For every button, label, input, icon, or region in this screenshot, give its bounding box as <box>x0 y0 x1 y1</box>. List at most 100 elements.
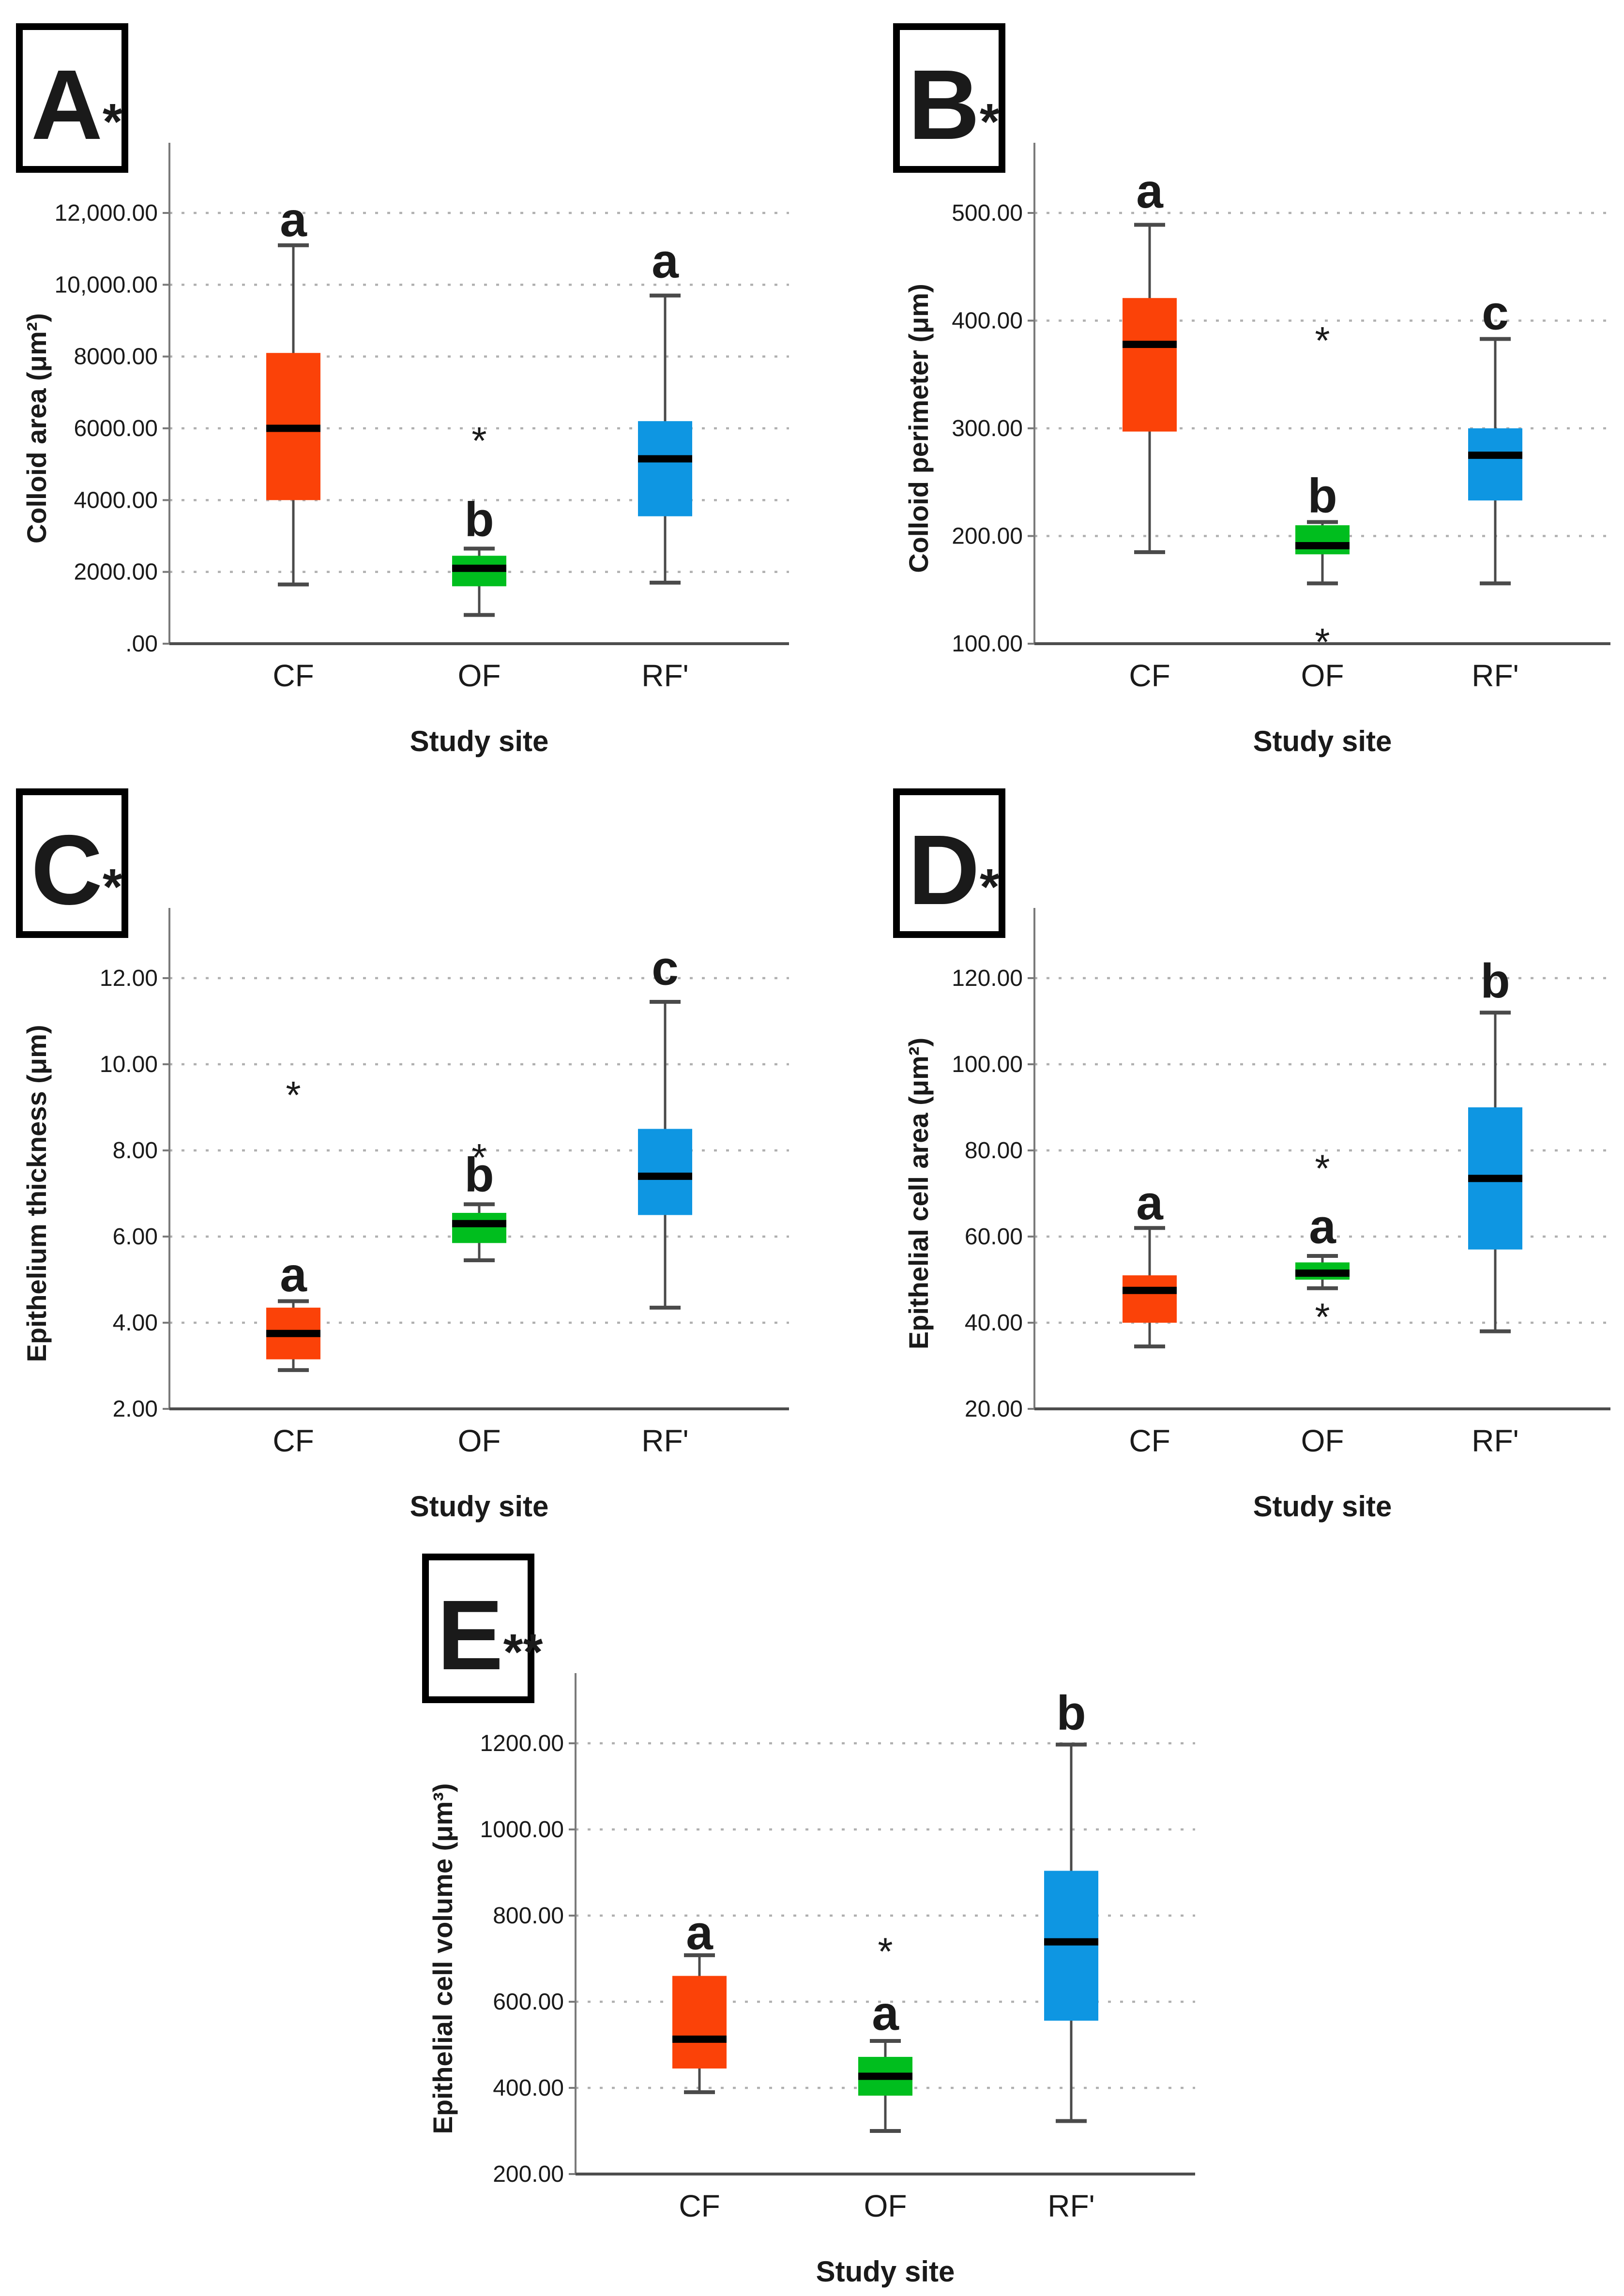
significance-letter-of: b <box>1307 469 1337 523</box>
y-tick-label: 8000.00 <box>74 344 158 370</box>
panel-label-box <box>16 788 128 938</box>
x-tick-label-rf: RF' <box>1047 2189 1095 2223</box>
significance-letter-of: b <box>464 493 494 547</box>
y-tick-label: 20.00 <box>965 1396 1023 1422</box>
significance-letter-cf: a <box>280 193 307 247</box>
boxplot-chart-e: 200.00 400.00 600.00 800.00 1000.00 1200.00 Ep… <box>406 1530 1218 2296</box>
x-tick-label-cf: CF <box>679 2189 720 2223</box>
significance-letter-rf: c <box>652 941 679 995</box>
boxplot-chart-a: .00 2000.00 4000.00 6000.00 8000.00 10,000.00… <box>0 0 812 765</box>
x-tick-label-of: OF <box>864 2189 907 2223</box>
x-axis-title: Study site <box>410 1490 549 1523</box>
x-tick-label-rf: RF' <box>641 1423 689 1458</box>
y-axis-title: Epithelium thickness (μm) <box>21 1025 52 1362</box>
y-tick-label: 1000.00 <box>480 1817 564 1843</box>
significance-letter-cf: a <box>686 1905 713 1960</box>
box-of <box>1295 525 1350 555</box>
y-tick-label: 6000.00 <box>74 416 158 441</box>
boxplot-chart-b: 100.00 200.00 300.00 400.00 500.00 Colloid pe… <box>812 0 1624 765</box>
x-tick-label-cf: CF <box>273 1423 314 1458</box>
y-tick-label: 8.00 <box>113 1138 158 1163</box>
y-tick-label: 60.00 <box>965 1224 1023 1250</box>
x-tick-label-rf: RF' <box>1472 658 1519 693</box>
panel-letter: E** <box>437 1580 543 1691</box>
outlier-asterisk-of: * <box>1315 620 1330 664</box>
box-cf <box>1123 298 1177 432</box>
box-rf <box>1044 1871 1098 2021</box>
x-tick-label-of: OF <box>458 658 501 693</box>
outlier-asterisk-of: * <box>1315 1295 1330 1338</box>
y-tick-label: 500.00 <box>952 200 1023 226</box>
panel-background <box>0 0 812 765</box>
x-tick-label-of: OF <box>1301 1423 1344 1458</box>
significance-letter-of: b <box>464 1148 494 1202</box>
y-axis-title: Colloid area (μm²) <box>21 313 52 544</box>
x-axis-title: Study site <box>816 2255 955 2288</box>
outlier-asterisk-of: * <box>1315 1147 1330 1190</box>
y-tick-label: 400.00 <box>493 2075 564 2101</box>
boxplot-chart-d: 20.00 40.00 60.00 80.00 100.00 120.00 Epitheli… <box>812 765 1624 1530</box>
panel-letter: C* <box>31 815 122 925</box>
x-tick-label-cf: CF <box>273 658 314 693</box>
box-rf <box>638 1129 692 1215</box>
significance-letter-rf: c <box>1482 286 1509 340</box>
y-tick-label: 10.00 <box>100 1052 158 1077</box>
y-tick-label: 2.00 <box>113 1396 158 1422</box>
y-tick-label: 100.00 <box>952 631 1023 657</box>
y-tick-label: 4000.00 <box>74 487 158 513</box>
panel-b: 100.00 200.00 300.00 400.00 500.00 Colloid pe… <box>812 0 1624 765</box>
significance-letter-rf: b <box>1056 1686 1086 1740</box>
x-tick-label-cf: CF <box>1129 658 1170 693</box>
y-tick-label: 12,000.00 <box>54 200 158 226</box>
y-axis-title: Colloid perimeter (μm) <box>903 284 934 573</box>
box-of <box>452 1213 506 1243</box>
y-tick-label: 100.00 <box>952 1052 1023 1077</box>
panel-label-box <box>893 23 1005 173</box>
box-rf <box>1468 428 1522 501</box>
panel-d: 20.00 40.00 60.00 80.00 100.00 120.00 Epitheli… <box>812 765 1624 1530</box>
y-axis-title: Epithelial cell area (μm²) <box>903 1038 934 1349</box>
panel-letter: D* <box>908 815 1000 925</box>
box-cf <box>1123 1275 1177 1323</box>
y-tick-label: .00 <box>125 631 158 657</box>
outlier-asterisk-of: * <box>878 1930 893 1973</box>
y-tick-label: 4.00 <box>113 1310 158 1336</box>
panel-label-box <box>422 1554 534 1703</box>
y-axis-title: Epithelial cell volume (μm³) <box>427 1783 458 2134</box>
y-tick-label: 800.00 <box>493 1903 564 1929</box>
y-tick-label: 80.00 <box>965 1138 1023 1163</box>
boxplot-chart-c: 2.00 4.00 6.00 8.00 10.00 12.00 Epithelium thi… <box>0 765 812 1530</box>
y-tick-label: 40.00 <box>965 1310 1023 1336</box>
x-tick-label-of: OF <box>458 1423 501 1458</box>
significance-letter-rf: a <box>652 234 679 288</box>
x-tick-label-cf: CF <box>1129 1423 1170 1458</box>
outlier-asterisk-of: * <box>1315 319 1330 362</box>
x-axis-title: Study site <box>410 725 549 757</box>
significance-letter-of: a <box>1309 1199 1336 1254</box>
x-axis-title: Study site <box>1253 725 1392 757</box>
panel-label-box <box>893 788 1005 938</box>
panel-c: 2.00 4.00 6.00 8.00 10.00 12.00 Epithelium thi… <box>0 765 812 1530</box>
significance-letter-cf: a <box>280 1248 307 1302</box>
panel-letter: A* <box>31 49 122 160</box>
y-tick-label: 600.00 <box>493 1989 564 2015</box>
y-tick-label: 120.00 <box>952 966 1023 991</box>
x-tick-label-rf: RF' <box>1472 1423 1519 1458</box>
panel-letter: B* <box>908 49 1000 160</box>
y-tick-label: 400.00 <box>952 308 1023 334</box>
y-tick-label: 2000.00 <box>74 559 158 585</box>
y-tick-label: 200.00 <box>493 2161 564 2187</box>
significance-letter-rf: b <box>1480 954 1510 1008</box>
y-tick-label: 12.00 <box>100 966 158 991</box>
significance-letter-of: a <box>872 1986 899 2040</box>
y-tick-label: 200.00 <box>952 524 1023 549</box>
panel-label-box <box>16 23 128 173</box>
panel-e: 200.00 400.00 600.00 800.00 1000.00 1200.00 Ep… <box>0 1530 1624 2296</box>
x-tick-label-of: OF <box>1301 658 1344 693</box>
y-tick-label: 6.00 <box>113 1224 158 1250</box>
outlier-asterisk-cf: * <box>286 1073 301 1117</box>
panel-a: .00 2000.00 4000.00 6000.00 8000.00 10,000.00… <box>0 0 812 765</box>
y-tick-label: 1200.00 <box>480 1731 564 1756</box>
box-cf <box>672 1976 727 2069</box>
